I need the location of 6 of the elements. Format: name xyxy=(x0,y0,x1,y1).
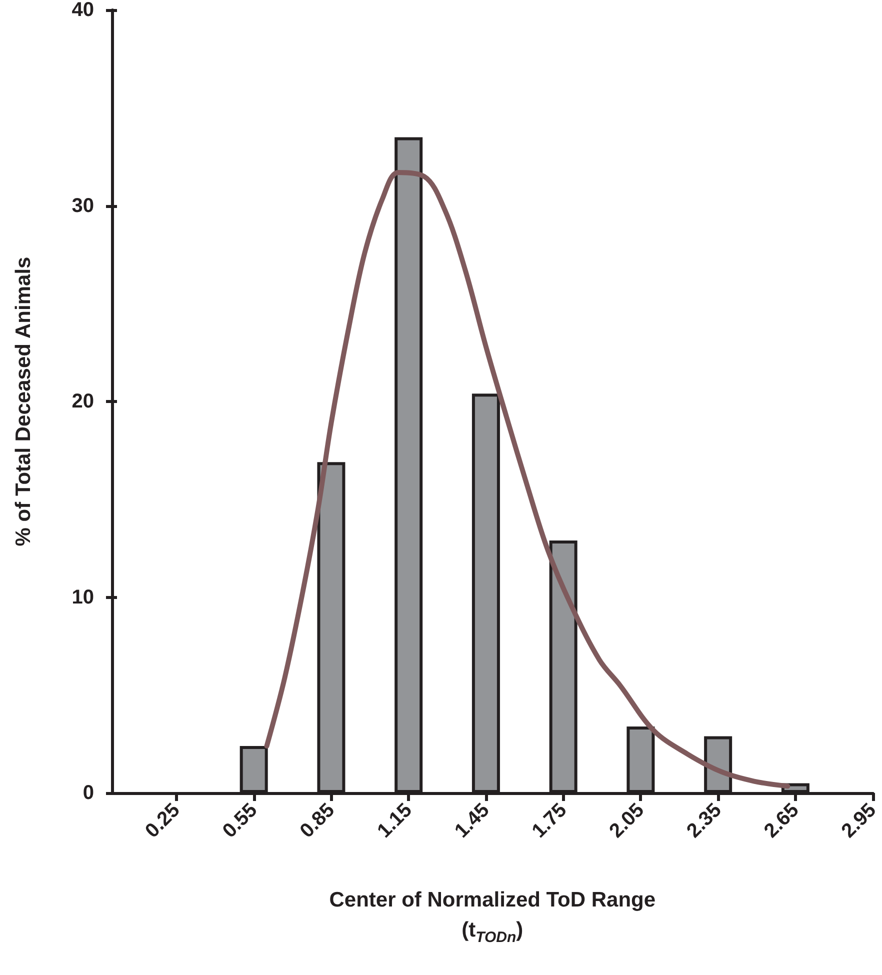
y-tick-label: 0 xyxy=(82,782,94,804)
y-tick-label: 40 xyxy=(72,0,94,21)
y-tick-label: 20 xyxy=(72,390,94,412)
y-axis-title: % of Total Deceased Animals xyxy=(12,256,35,546)
y-tick-label: 10 xyxy=(72,586,94,608)
y-tick-label: 30 xyxy=(72,194,94,217)
